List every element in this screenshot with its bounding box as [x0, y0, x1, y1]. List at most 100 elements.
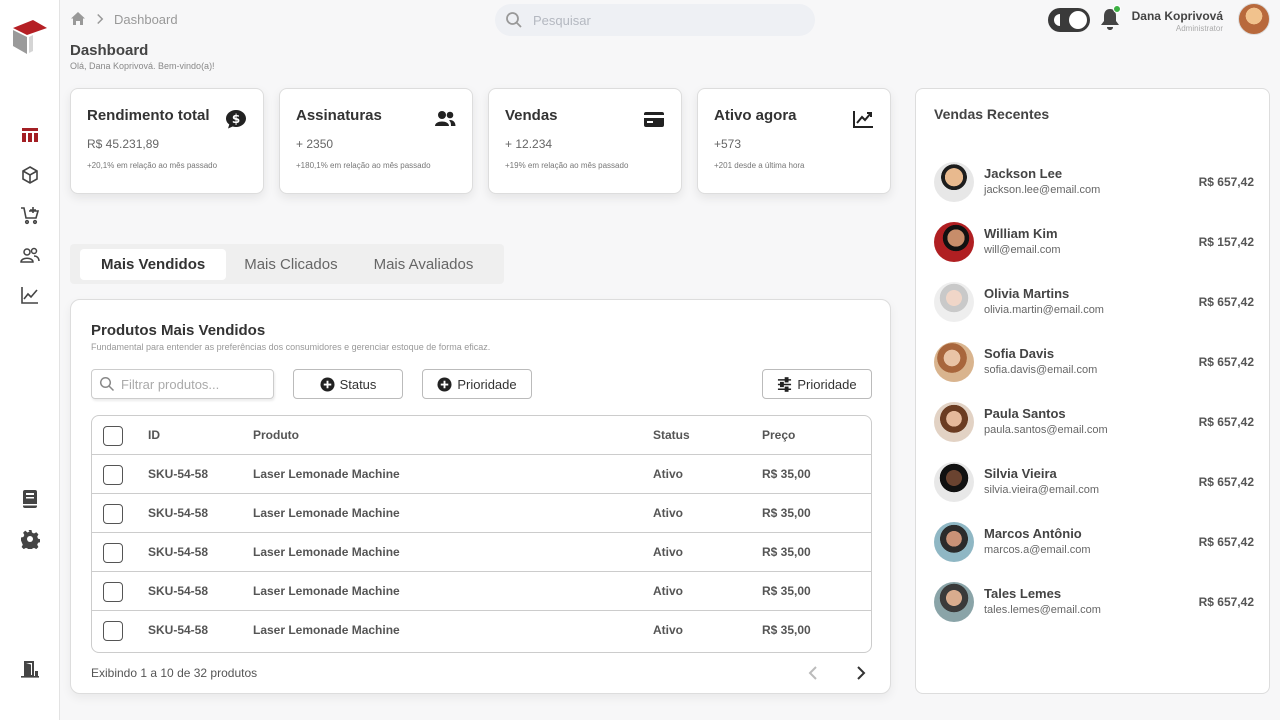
card-title: Vendas — [505, 107, 558, 124]
sale-item[interactable]: Jackson Lee jackson.lee@email.com R$ 657… — [934, 162, 1254, 202]
users-icon[interactable] — [19, 244, 41, 266]
dashboard-icon[interactable] — [19, 124, 41, 146]
sale-item[interactable]: Marcos Antônio marcos.a@email.com R$ 657… — [934, 522, 1254, 562]
sale-item[interactable]: Olivia Martins olivia.martin@email.com R… — [934, 282, 1254, 322]
row-checkbox[interactable] — [103, 543, 123, 563]
avatar — [934, 342, 974, 382]
search-bar[interactable] — [495, 4, 815, 36]
home-icon[interactable] — [70, 11, 86, 27]
chevron-left-icon[interactable] — [804, 664, 822, 682]
tab-most-clicked[interactable]: Mais Clicados — [244, 255, 338, 273]
sale-item[interactable]: William Kim will@email.com R$ 157,42 — [934, 222, 1254, 262]
plus-circle-icon — [320, 376, 335, 392]
row-checkbox[interactable] — [103, 504, 123, 524]
customer-email: jackson.lee@email.com — [984, 184, 1101, 196]
table-row[interactable]: SKU-54-58 Laser Lemonade Machine Ativo R… — [92, 533, 871, 572]
plus-circle-icon — [437, 376, 452, 392]
cell-id: SKU-54-58 — [148, 467, 209, 481]
tab-best-rated[interactable]: Mais Avaliados — [373, 255, 474, 273]
customer-email: will@email.com — [984, 244, 1061, 256]
svg-text:$: $ — [232, 112, 240, 126]
settings-gear-icon[interactable] — [19, 528, 41, 550]
customer-name: Sofia Davis — [984, 346, 1055, 361]
box-icon[interactable] — [19, 164, 41, 186]
filter-products-field[interactable] — [91, 369, 274, 399]
priority-sort-button[interactable]: Prioridade — [762, 369, 872, 399]
sale-item[interactable]: Sofia Davis sofia.davis@email.com R$ 657… — [934, 342, 1254, 382]
panel-subtitle: Fundamental para entender as preferência… — [91, 342, 491, 352]
row-checkbox[interactable] — [103, 465, 123, 485]
filter-input[interactable] — [121, 376, 271, 392]
customer-name: Silvia Vieira — [984, 466, 1057, 481]
card-title: Rendimento total — [87, 107, 210, 124]
user-info[interactable]: Dana Koprivová Administrator — [1132, 9, 1223, 33]
priority-filter-button[interactable]: Prioridade — [422, 369, 532, 399]
logo-icon[interactable] — [11, 18, 49, 56]
row-checkbox[interactable] — [103, 621, 123, 641]
theme-toggle[interactable] — [1048, 8, 1090, 32]
customer-name: Olivia Martins — [984, 286, 1070, 301]
card-note: +180,1% em relação ao mês passado — [296, 161, 431, 170]
column-header-id[interactable]: ID — [148, 428, 160, 442]
welcome-text: Olá, Dana Koprivová. Bem-vindo(a)! — [70, 61, 215, 71]
book-icon[interactable] — [19, 488, 41, 510]
column-header-status[interactable]: Status — [653, 428, 690, 442]
customer-email: tales.lemes@email.com — [984, 604, 1101, 616]
stat-card-revenue: Rendimento total R$ 45.231,89 +20,1% em … — [70, 88, 264, 194]
customer-name: Paula Santos — [984, 406, 1066, 421]
sale-item[interactable]: Silvia Vieira silvia.vieira@email.com R$… — [934, 462, 1254, 502]
chevron-right-icon[interactable] — [852, 664, 870, 682]
user-avatar[interactable] — [1238, 3, 1270, 35]
table-row[interactable]: SKU-54-58 Laser Lemonade Machine Ativo R… — [92, 572, 871, 611]
panel-title: Produtos Mais Vendidos — [91, 322, 266, 339]
notification-bell-icon[interactable] — [1099, 5, 1121, 31]
table-row[interactable]: SKU-54-58 Laser Lemonade Machine Ativo R… — [92, 611, 871, 652]
cell-product: Laser Lemonade Machine — [253, 545, 400, 559]
avatar — [934, 582, 974, 622]
cart-icon[interactable] — [19, 204, 41, 226]
avatar — [934, 162, 974, 202]
sale-amount: R$ 657,42 — [1198, 475, 1254, 489]
column-header-price[interactable]: Preço — [762, 428, 796, 442]
card-note: +201 desde a última hora — [714, 161, 805, 170]
card-title: Ativo agora — [714, 107, 797, 124]
sale-item[interactable]: Paula Santos paula.santos@email.com R$ 6… — [934, 402, 1254, 442]
recent-sales-title: Vendas Recentes — [934, 106, 1050, 122]
stat-card-subscriptions: Assinaturas + 2350 +180,1% em relação ao… — [279, 88, 473, 194]
cell-status: Ativo — [653, 584, 683, 598]
tab-most-sold[interactable]: Mais Vendidos — [80, 248, 227, 280]
chart-line-icon[interactable] — [19, 284, 41, 306]
button-label: Prioridade — [797, 376, 857, 392]
user-role: Administrator — [1175, 24, 1223, 33]
card-value: R$ 45.231,89 — [87, 137, 160, 151]
logout-door-icon[interactable] — [19, 658, 41, 680]
cell-status: Ativo — [653, 467, 683, 481]
breadcrumb-current[interactable]: Dashboard — [114, 11, 178, 27]
sidebar — [0, 0, 60, 720]
trend-chart-icon — [853, 111, 873, 128]
sale-item[interactable]: Tales Lemes tales.lemes@email.com R$ 657… — [934, 582, 1254, 622]
card-value: +573 — [714, 137, 742, 151]
select-all-checkbox[interactable] — [103, 426, 123, 446]
button-label: Status — [339, 376, 377, 392]
sale-amount: R$ 657,42 — [1198, 535, 1254, 549]
table-row[interactable]: SKU-54-58 Laser Lemonade Machine Ativo R… — [92, 455, 871, 494]
search-input[interactable] — [533, 12, 783, 28]
card-note: +20,1% em relação ao mês passado — [87, 161, 218, 170]
stat-card-sales: Vendas + 12.234 +19% em relação ao mês p… — [488, 88, 682, 194]
stat-card-active: Ativo agora +573 +201 desde a última hor… — [697, 88, 891, 194]
users-icon — [435, 111, 456, 126]
avatar — [934, 282, 974, 322]
row-checkbox[interactable] — [103, 582, 123, 602]
sale-amount: R$ 657,42 — [1198, 415, 1254, 429]
cell-price: R$ 35,00 — [762, 467, 811, 481]
customer-email: silvia.vieira@email.com — [984, 484, 1100, 496]
sale-amount: R$ 657,42 — [1198, 175, 1254, 189]
column-header-product[interactable]: Produto — [253, 428, 299, 442]
sale-amount: R$ 657,42 — [1198, 595, 1254, 609]
dollar-chat-icon: $ — [226, 110, 246, 129]
sale-amount: R$ 657,42 — [1198, 355, 1254, 369]
products-table: ID Produto Status Preço SKU-54-58 Laser … — [91, 415, 872, 653]
table-row[interactable]: SKU-54-58 Laser Lemonade Machine Ativo R… — [92, 494, 871, 533]
status-filter-button[interactable]: Status — [293, 369, 403, 399]
